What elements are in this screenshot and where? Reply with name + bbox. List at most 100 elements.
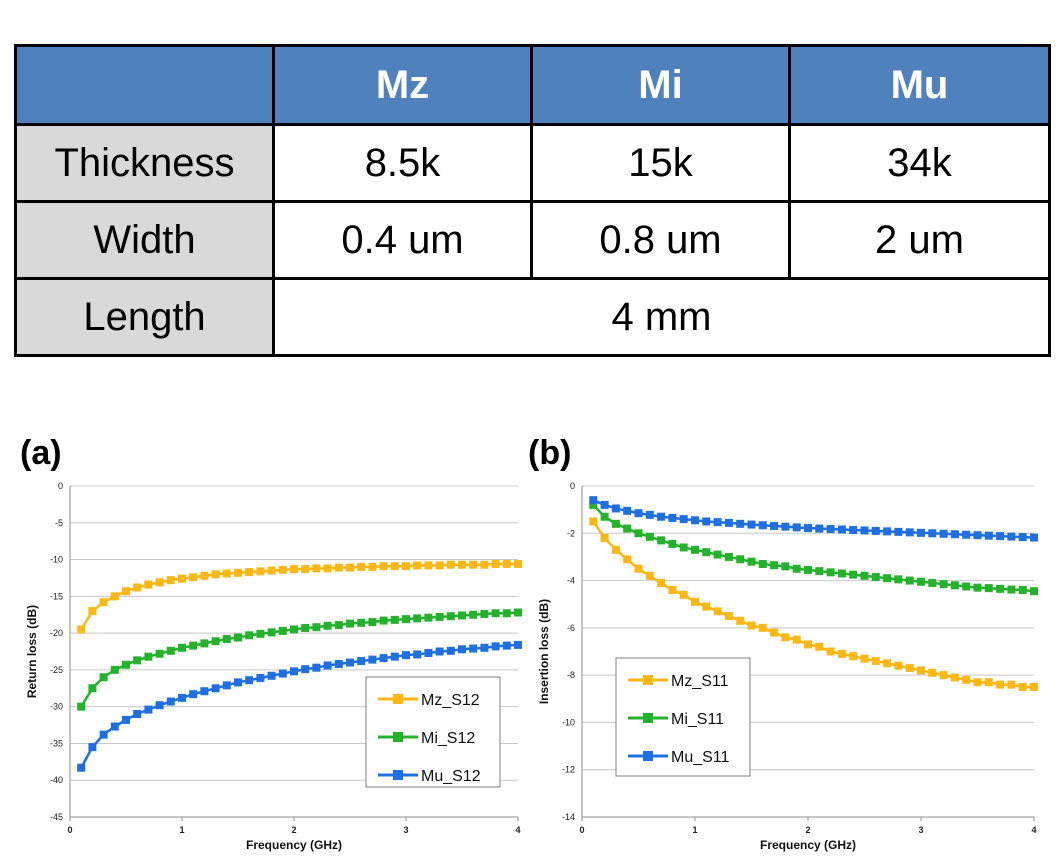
- data-point: [1007, 585, 1016, 594]
- data-point: [290, 565, 298, 574]
- data-point: [290, 625, 298, 634]
- data-point: [736, 555, 745, 564]
- data-point: [491, 642, 500, 651]
- legend-entry: Mu_S12: [421, 768, 481, 785]
- header-cell-mu: Mu: [788, 44, 1051, 126]
- data-point: [860, 526, 869, 535]
- table-cell: 0.4 um: [272, 200, 533, 280]
- data-point: [747, 557, 756, 566]
- data-point: [962, 530, 971, 539]
- data-point: [691, 597, 699, 606]
- data-point: [962, 675, 971, 684]
- x-axis-label: Frequency (GHz): [760, 838, 856, 852]
- data-point: [99, 673, 108, 682]
- data-point: [144, 580, 153, 589]
- y-tick-label: -15: [50, 591, 63, 601]
- data-point: [1030, 587, 1038, 596]
- x-tick-label: 1: [179, 825, 184, 835]
- data-point: [357, 657, 366, 666]
- data-point: [589, 496, 598, 505]
- y-axis-label: Return loss (dB): [25, 605, 39, 698]
- data-point: [189, 573, 198, 582]
- data-point: [301, 665, 310, 674]
- data-point: [402, 651, 410, 660]
- data-point: [88, 607, 97, 616]
- data-point: [222, 634, 231, 643]
- data-point: [623, 506, 632, 515]
- data-point: [211, 637, 220, 646]
- data-point: [245, 568, 254, 577]
- y-tick-label: -10: [562, 717, 575, 727]
- data-point: [950, 530, 959, 539]
- data-point: [623, 555, 632, 564]
- data-point: [1018, 682, 1027, 691]
- data-point: [837, 649, 846, 658]
- data-point: [849, 570, 858, 579]
- data-point: [589, 517, 598, 526]
- data-point: [770, 521, 779, 530]
- data-point: [290, 667, 298, 676]
- data-point: [1030, 682, 1038, 691]
- legend-entry: Mi_S11: [671, 711, 724, 728]
- data-point: [413, 650, 422, 659]
- data-point: [77, 763, 86, 772]
- data-point: [781, 522, 790, 531]
- data-point: [657, 578, 666, 587]
- series-line-Mu_S11: [592, 499, 1035, 539]
- data-point: [600, 512, 609, 521]
- data-point: [480, 643, 489, 652]
- data-point: [837, 569, 846, 578]
- data-point: [815, 642, 824, 651]
- data-point: [883, 574, 892, 583]
- header-cell-mi: Mi: [530, 44, 791, 126]
- data-point: [702, 517, 711, 526]
- data-point: [435, 612, 444, 621]
- data-point: [973, 678, 982, 687]
- data-point: [792, 635, 801, 644]
- data-point: [736, 519, 745, 528]
- chart-b-insertion-loss: 0 -2 -4 -6 -8 -10 -12 -14 0 1 2 3 4 Frequency (GHz) In…: [537, 481, 1038, 852]
- data-point: [713, 550, 722, 559]
- data-point: [402, 615, 410, 624]
- data-point: [973, 531, 982, 540]
- data-point: [514, 559, 522, 568]
- y-tick-label: -10: [50, 555, 63, 565]
- series-line-Mu_S12: [80, 643, 519, 769]
- data-point: [424, 561, 433, 570]
- data-point: [758, 521, 767, 530]
- data-point: [312, 564, 321, 573]
- x-tick-label: 0: [579, 825, 584, 835]
- header-cell-empty: [14, 44, 275, 126]
- legend-marker: [393, 770, 403, 780]
- table-cell: 8.5k: [272, 123, 533, 203]
- data-point: [973, 583, 982, 592]
- data-point: [691, 516, 699, 525]
- data-point: [758, 623, 767, 632]
- data-point: [99, 730, 108, 739]
- data-point: [804, 640, 812, 649]
- data-point: [996, 584, 1005, 593]
- data-point: [178, 643, 186, 652]
- x-tick-label: 4: [1031, 825, 1036, 835]
- data-point: [679, 590, 688, 599]
- data-point: [122, 660, 130, 669]
- data-point: [346, 658, 354, 667]
- y-tick-label: -30: [50, 702, 63, 712]
- data-point: [110, 592, 119, 601]
- y-axis-label: Insertion loss (dB): [537, 599, 551, 704]
- data-point: [781, 633, 790, 642]
- data-point: [413, 614, 422, 623]
- x-tick-label: 4: [515, 825, 520, 835]
- data-point: [368, 618, 377, 627]
- data-point: [312, 623, 321, 632]
- data-point: [155, 578, 164, 587]
- data-point: [962, 582, 971, 591]
- data-point: [917, 528, 925, 537]
- data-point: [301, 565, 310, 574]
- data-point: [334, 660, 343, 669]
- data-point: [469, 644, 478, 653]
- data-point: [611, 504, 620, 513]
- table-row: Length 4 mm: [14, 277, 1051, 357]
- data-point: [589, 500, 598, 509]
- table-row: Thickness 8.5k 15k 34k: [14, 123, 1051, 203]
